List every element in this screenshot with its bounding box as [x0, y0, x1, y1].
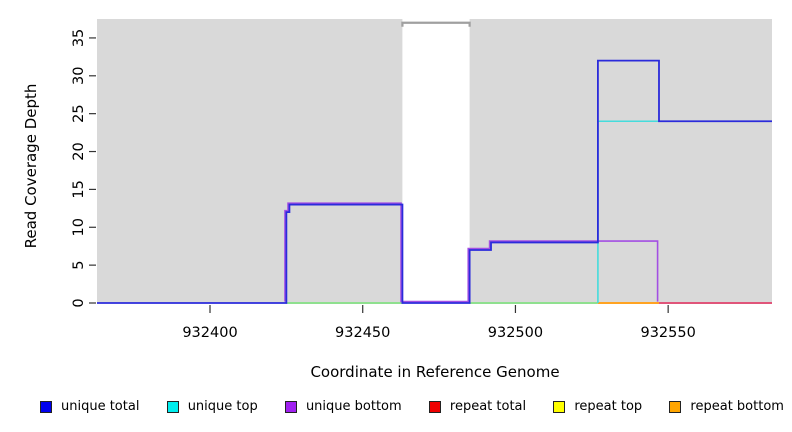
x-tick-label: 932550 — [640, 325, 695, 341]
legend: unique total unique top unique bottom repea… — [40, 399, 784, 414]
y-tick-label: 10 — [71, 218, 87, 236]
y-tick-label: 15 — [71, 180, 87, 198]
legend-swatch-repeat-total — [428, 400, 441, 413]
x-axis-label-text: Coordinate in Reference Genome — [310, 363, 560, 381]
legend-item-unique-total: unique total — [40, 399, 139, 414]
x-axis-label: Coordinate in Reference Genome — [0, 363, 792, 381]
background-region-masked-repeat-gap — [402, 19, 470, 303]
legend-swatch-unique-top — [166, 400, 179, 413]
y-axis-label: Read Coverage Depth — [22, 83, 40, 249]
legend-label: repeat top — [574, 399, 643, 414]
coverage-line-unique-total — [97, 59, 772, 304]
x-tick-label: 932500 — [488, 325, 543, 341]
legend-label: repeat bottom — [690, 399, 784, 414]
clipped-coverage-line — [401, 21, 471, 27]
x-tick-label: 932400 — [182, 325, 237, 341]
legend-item-repeat-top: repeat top — [553, 399, 642, 414]
y-tick-label: 5 — [71, 261, 87, 270]
legend-swatch-repeat-bottom — [669, 400, 682, 413]
legend-label: unique top — [187, 399, 258, 414]
background-region-unique-region-right — [469, 19, 772, 303]
legend-item-unique-top: unique top — [166, 399, 258, 414]
legend-label: unique total — [61, 399, 140, 414]
legend-swatch-unique-bottom — [284, 400, 297, 413]
legend-label: unique bottom — [305, 399, 402, 414]
coverage-line-unique-bottom — [284, 202, 659, 303]
legend-swatch-repeat-top — [553, 400, 566, 413]
legend-item-repeat-bottom: repeat bottom — [669, 399, 784, 414]
legend-label: repeat total — [449, 399, 527, 414]
y-tick-label: 0 — [71, 298, 87, 307]
y-tick-label: 30 — [71, 67, 87, 85]
legend-item-unique-bottom: unique bottom — [284, 399, 402, 414]
y-tick-label: 20 — [71, 142, 87, 160]
legend-item-repeat-total: repeat total — [428, 399, 527, 414]
plot-area: 932400 932450 932500 932550 0 5 10 15 20 25 30 35 — [71, 19, 772, 341]
y-tick-label: 25 — [71, 104, 87, 122]
legend-swatch-unique-total — [40, 400, 52, 413]
x-tick-label: 932450 — [335, 325, 390, 341]
y-tick-label: 35 — [71, 29, 87, 47]
background-region-unique-region-left — [97, 19, 403, 303]
